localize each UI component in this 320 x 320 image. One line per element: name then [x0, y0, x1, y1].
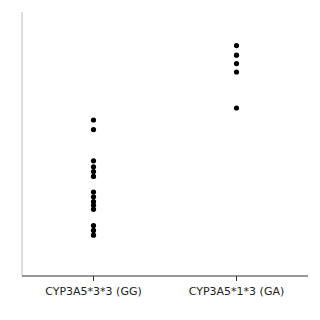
dot [91, 164, 96, 169]
dot [91, 223, 96, 228]
dot [234, 61, 239, 66]
x-axis-line [22, 276, 308, 277]
dot [91, 207, 96, 212]
chart-svg: CYP3A5*3*3 (GG) CYP3A5*1*3 (GA) [0, 0, 320, 320]
dot [234, 69, 239, 74]
x-tick [93, 276, 94, 281]
dot [234, 53, 239, 58]
dot [91, 228, 96, 233]
dot [234, 105, 239, 110]
dot [91, 189, 96, 194]
dot [91, 174, 96, 179]
dot [91, 158, 96, 163]
dot [91, 169, 96, 174]
dot [91, 117, 96, 122]
dot [91, 194, 96, 199]
x-tick-label: CYP3A5*3*3 (GG) [45, 285, 142, 298]
chart-container: CYP3A5*3*3 (GG) CYP3A5*1*3 (GA) [0, 0, 320, 320]
y-axis-line [22, 12, 23, 276]
x-tick-label: CYP3A5*1*3 (GA) [189, 285, 285, 298]
dot [91, 127, 96, 132]
points [91, 43, 239, 238]
dot [91, 233, 96, 238]
dot [234, 43, 239, 48]
x-tick [236, 276, 237, 281]
